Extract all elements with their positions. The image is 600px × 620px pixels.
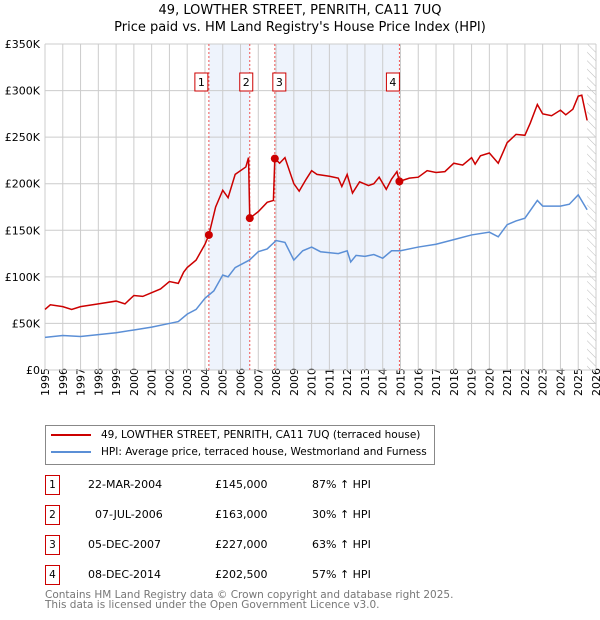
sale-row: 4 08-DEC-2014 £202,500 57% ↑ HPI: [45, 565, 445, 585]
sale-date: 07-JUL-2006: [95, 508, 163, 521]
sale-label-box: [385, 72, 400, 92]
x-tick-label: 2000: [128, 368, 141, 396]
forecast-hatch: [587, 44, 596, 370]
legend-swatch-red: [51, 434, 91, 436]
price-chart: 1995 1996 1997 1998 1999 2000 2001 2002 2003 2004…: [5, 38, 600, 396]
sale-label: 1: [198, 76, 205, 89]
sale-price: £145,000: [215, 478, 268, 491]
x-tick-label: 2026: [590, 368, 600, 396]
x-tick-label: 1995: [39, 368, 52, 396]
y-tick-label: £350K: [5, 38, 41, 51]
x-tick-label: 1996: [57, 368, 70, 396]
x-tick-label: 2013: [359, 368, 372, 396]
x-tick-label: 2010: [306, 368, 319, 396]
footer-line: Contains HM Land Registry data © Crown c…: [45, 589, 454, 601]
x-tick-label: 2011: [323, 368, 336, 396]
legend-label: HPI: Average price, terraced house, West…: [101, 446, 427, 458]
sale-number-badge: 2: [45, 505, 60, 525]
sale-price: £202,500: [215, 568, 268, 581]
x-tick-label: 2006: [235, 368, 248, 396]
series-line: [44, 193, 588, 339]
x-tick-label: 2017: [430, 368, 443, 396]
chart-subtitle: Price paid vs. HM Land Registry's House …: [114, 20, 486, 35]
legend: 49, LOWTHER STREET, PENRITH, CA11 7UQ (t…: [45, 425, 435, 465]
footer: Contains HM Land Registry data © Crown c…: [45, 589, 454, 611]
x-tick-label: 2001: [146, 368, 159, 396]
sale-price: £163,000: [215, 508, 268, 521]
chart-title: 49, LOWTHER STREET, PENRITH, CA11 7UQ: [158, 3, 442, 18]
sale-label-box: [272, 72, 287, 92]
sale-hpi-diff: 30% ↑ HPI: [312, 508, 371, 521]
sale-date: 22-MAR-2004: [88, 478, 163, 491]
sale-label-box: [239, 72, 254, 92]
sale-point: [204, 230, 213, 239]
x-tick-label: 2025: [572, 368, 585, 396]
y-tick-label: £300K: [5, 85, 41, 98]
sale-number-badge: 4: [45, 565, 60, 585]
legend-swatch-blue: [51, 451, 91, 453]
sale-point: [395, 177, 404, 186]
y-tick-label: £200K: [5, 178, 41, 191]
x-tick-label: 2012: [341, 368, 354, 396]
sale-hpi-diff: 57% ↑ HPI: [312, 568, 371, 581]
x-tick-label: 2018: [448, 368, 461, 396]
x-tick-label: 2007: [252, 368, 265, 396]
sale-row: 1 22-MAR-2004 £145,000 87% ↑ HPI: [45, 475, 445, 495]
sale-row: 3 05-DEC-2007 £227,000 63% ↑ HPI: [45, 535, 445, 555]
sale-hpi-diff: 63% ↑ HPI: [312, 538, 371, 551]
footer-line: This data is licensed under the Open Gov…: [45, 599, 380, 611]
sale-price: £227,000: [215, 538, 268, 551]
y-tick-label: £100K: [5, 271, 41, 284]
y-tick-label: £50K: [12, 317, 41, 330]
x-tick-label: 2022: [519, 368, 532, 396]
sale-number-badge: 1: [45, 475, 60, 495]
sale-date: 08-DEC-2014: [88, 568, 162, 581]
x-tick-label: 2014: [377, 368, 390, 396]
x-tick-label: 2003: [181, 368, 194, 396]
legend-label: 49, LOWTHER STREET, PENRITH, CA11 7UQ (t…: [101, 429, 421, 441]
sale-number-badge: 3: [45, 535, 60, 555]
x-tick-label: 2024: [554, 368, 567, 396]
sale-row: 2 07-JUL-2006 £163,000 30% ↑ HPI: [45, 505, 445, 525]
x-tick-label: 2020: [483, 368, 496, 396]
x-tick-label: 2008: [270, 368, 283, 396]
y-tick-label: £250K: [5, 131, 41, 144]
x-tick-label: 1998: [92, 368, 105, 396]
series-line: [44, 94, 588, 311]
x-tick-label: 1999: [110, 368, 123, 396]
x-tick-label: 2019: [466, 368, 479, 396]
sale-point: [245, 214, 254, 223]
x-tick-label: 2005: [217, 368, 230, 396]
sale-label: 3: [276, 76, 283, 89]
x-tick-label: 2009: [288, 368, 301, 396]
sale-label-box: [194, 72, 209, 92]
y-tick-label: £150K: [5, 224, 41, 237]
shaded-period: [274, 44, 400, 370]
x-tick-label: 2004: [199, 368, 212, 396]
x-tick-label: 1997: [75, 368, 88, 396]
sale-label: 4: [389, 76, 396, 89]
sale-point: [270, 154, 279, 163]
x-tick-label: 2002: [163, 368, 176, 396]
y-tick-label: £0: [26, 364, 40, 377]
x-tick-label: 2021: [501, 368, 514, 396]
sale-label: 2: [243, 76, 250, 89]
x-tick-label: 2023: [537, 368, 550, 396]
sale-hpi-diff: 87% ↑ HPI: [312, 478, 371, 491]
sale-date: 05-DEC-2007: [88, 538, 162, 551]
legend-item-property: 49, LOWTHER STREET, PENRITH, CA11 7UQ (t…: [51, 429, 420, 441]
legend-item-hpi: HPI: Average price, terraced house, West…: [51, 446, 427, 458]
x-tick-label: 2015: [394, 368, 407, 396]
x-tick-label: 2016: [412, 368, 425, 396]
